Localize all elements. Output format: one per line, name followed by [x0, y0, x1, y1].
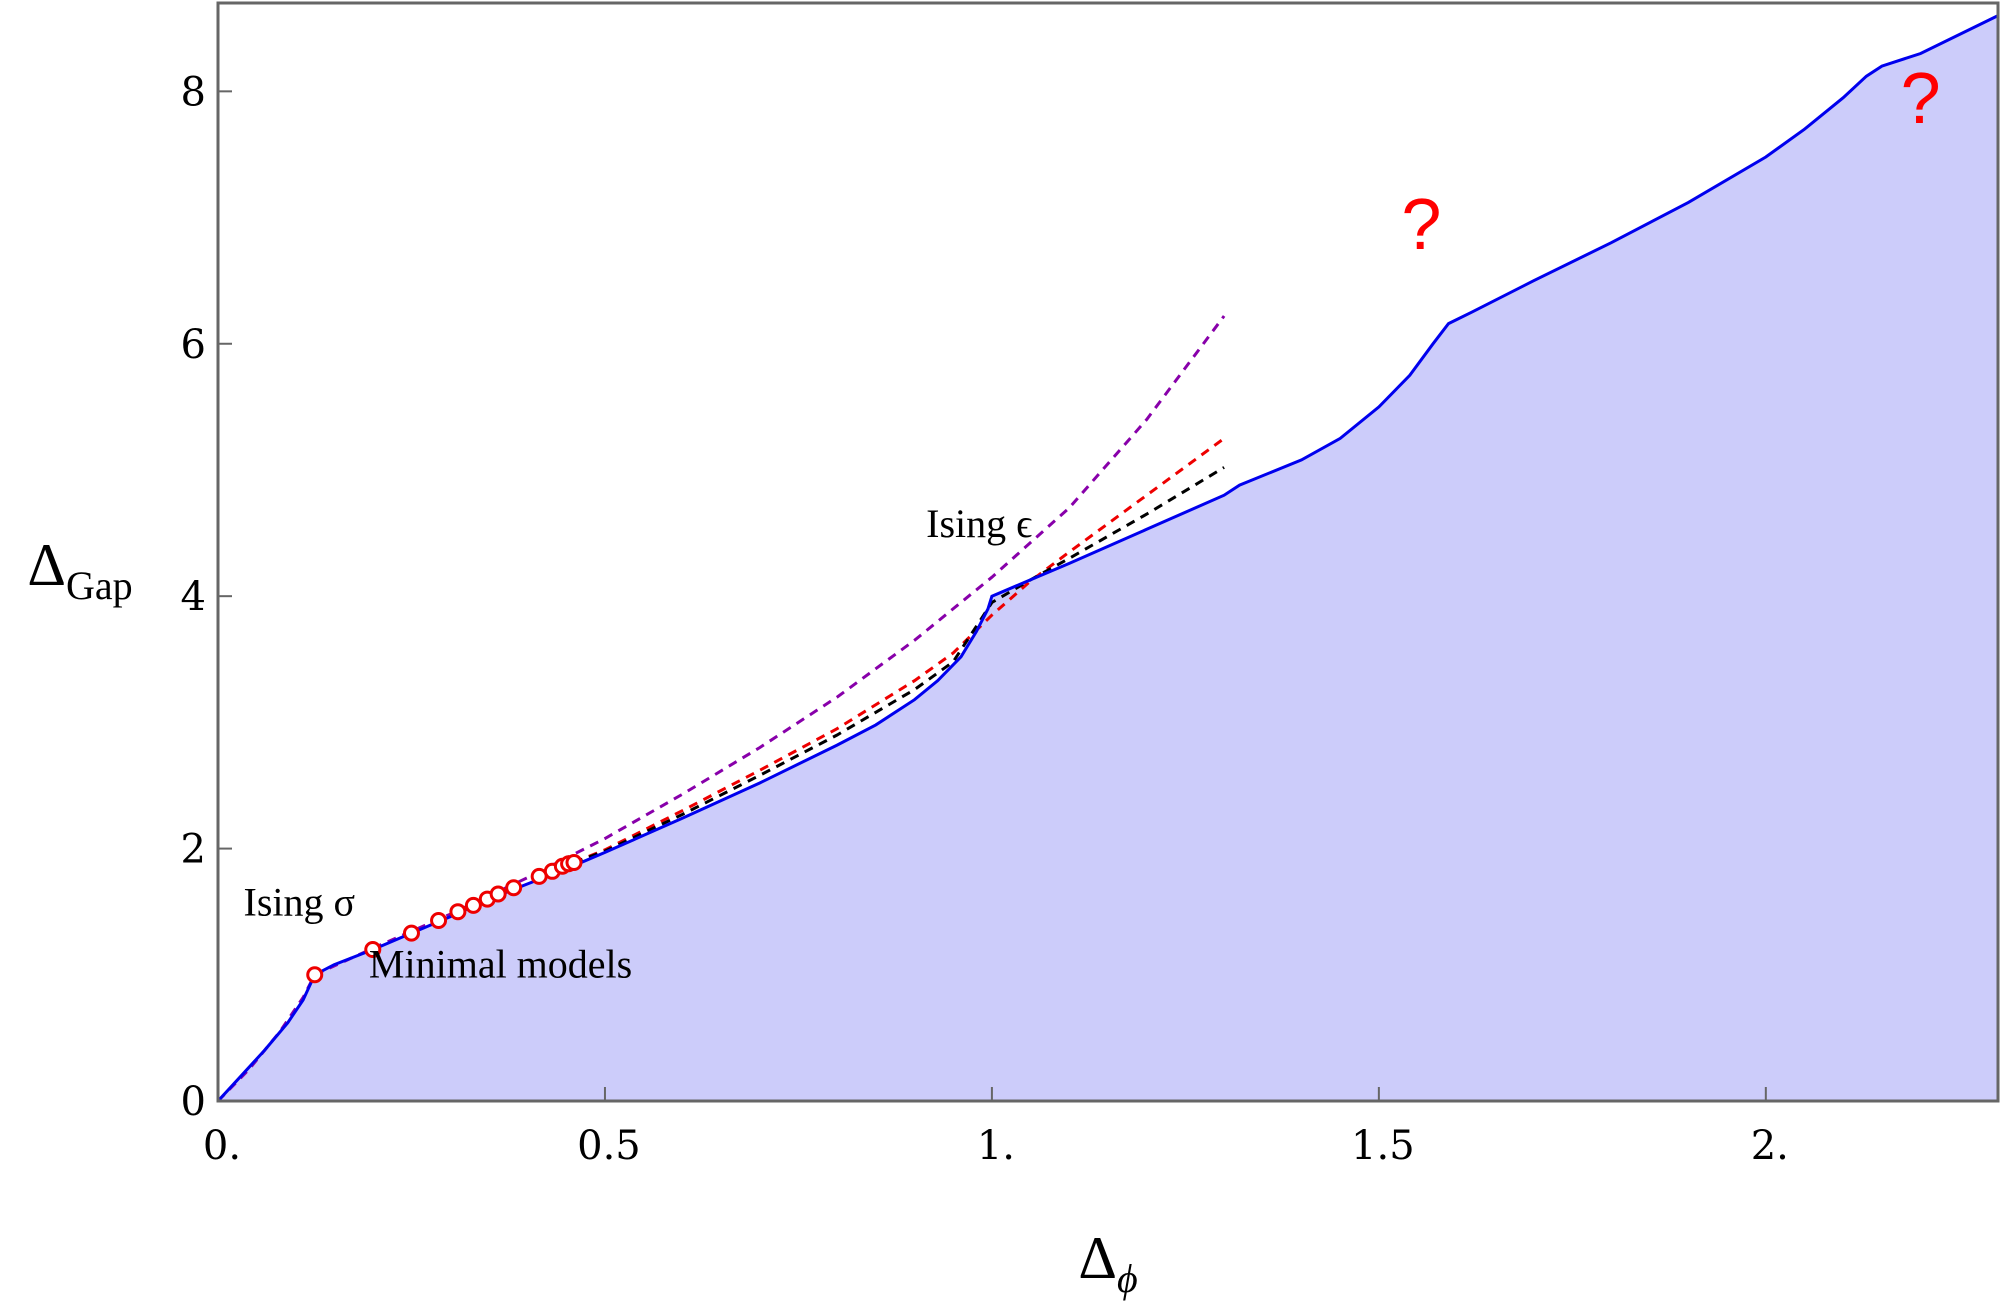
allowed-region-fill: [218, 15, 1998, 1102]
x-tick-label: 0.5: [577, 1123, 641, 1169]
x-tick-label: 1.: [977, 1123, 1015, 1169]
x-tick-label: 0.: [203, 1123, 241, 1169]
x-axis-title-sub: ϕ: [1117, 1256, 1138, 1301]
minimal-model-point: [464, 896, 482, 914]
minimal-model-point: [364, 941, 382, 959]
y-tick-label: 6: [181, 322, 206, 368]
plot-area: [218, 15, 1998, 1102]
y-tick-label: 2: [181, 827, 206, 873]
minimal-model-point: [430, 912, 448, 930]
y-tick-label: 0: [181, 1079, 206, 1125]
annotation-label: Ising σ: [244, 879, 356, 924]
chart-marks: [216, 14, 1999, 1103]
y-axis-title: ΔGap: [27, 532, 132, 608]
minimal-model-point: [489, 885, 507, 903]
chart-labels: Ising σ Minimal models Ising ϵ??: [244, 59, 1941, 986]
axes-frame: [216, 1, 2000, 1103]
x-axis-title-main: Δ: [1078, 1225, 1117, 1291]
minimal-model-point: [449, 903, 467, 921]
minimal-model-point: [402, 924, 420, 942]
question-mark-label: ?: [1401, 185, 1441, 265]
minimal-model-point: [565, 853, 583, 871]
axis-ticks: 0. 0.5 1. 1.5 2. 0 2 4 6 8: [181, 69, 1789, 1169]
minimal-model-point: [306, 966, 324, 984]
y-tick-label: 8: [181, 69, 206, 115]
question-mark-label: ?: [1901, 59, 1941, 139]
annotation-label: Minimal models: [369, 941, 632, 986]
x-tick-label: 2.: [1751, 1123, 1789, 1169]
x-tick-label: 1.5: [1351, 1123, 1415, 1169]
boundary-line: [216, 14, 1999, 1103]
dashed-curve-3: [573, 466, 1225, 864]
minimal-model-point: [505, 879, 523, 897]
x-axis-title: Δϕ: [1078, 1225, 1137, 1301]
annotation-label: Ising ϵ: [926, 501, 1032, 546]
y-axis-title-sub: Gap: [66, 563, 133, 608]
y-tick-label: 4: [181, 574, 206, 620]
y-axis-title-main: Δ: [27, 532, 66, 598]
